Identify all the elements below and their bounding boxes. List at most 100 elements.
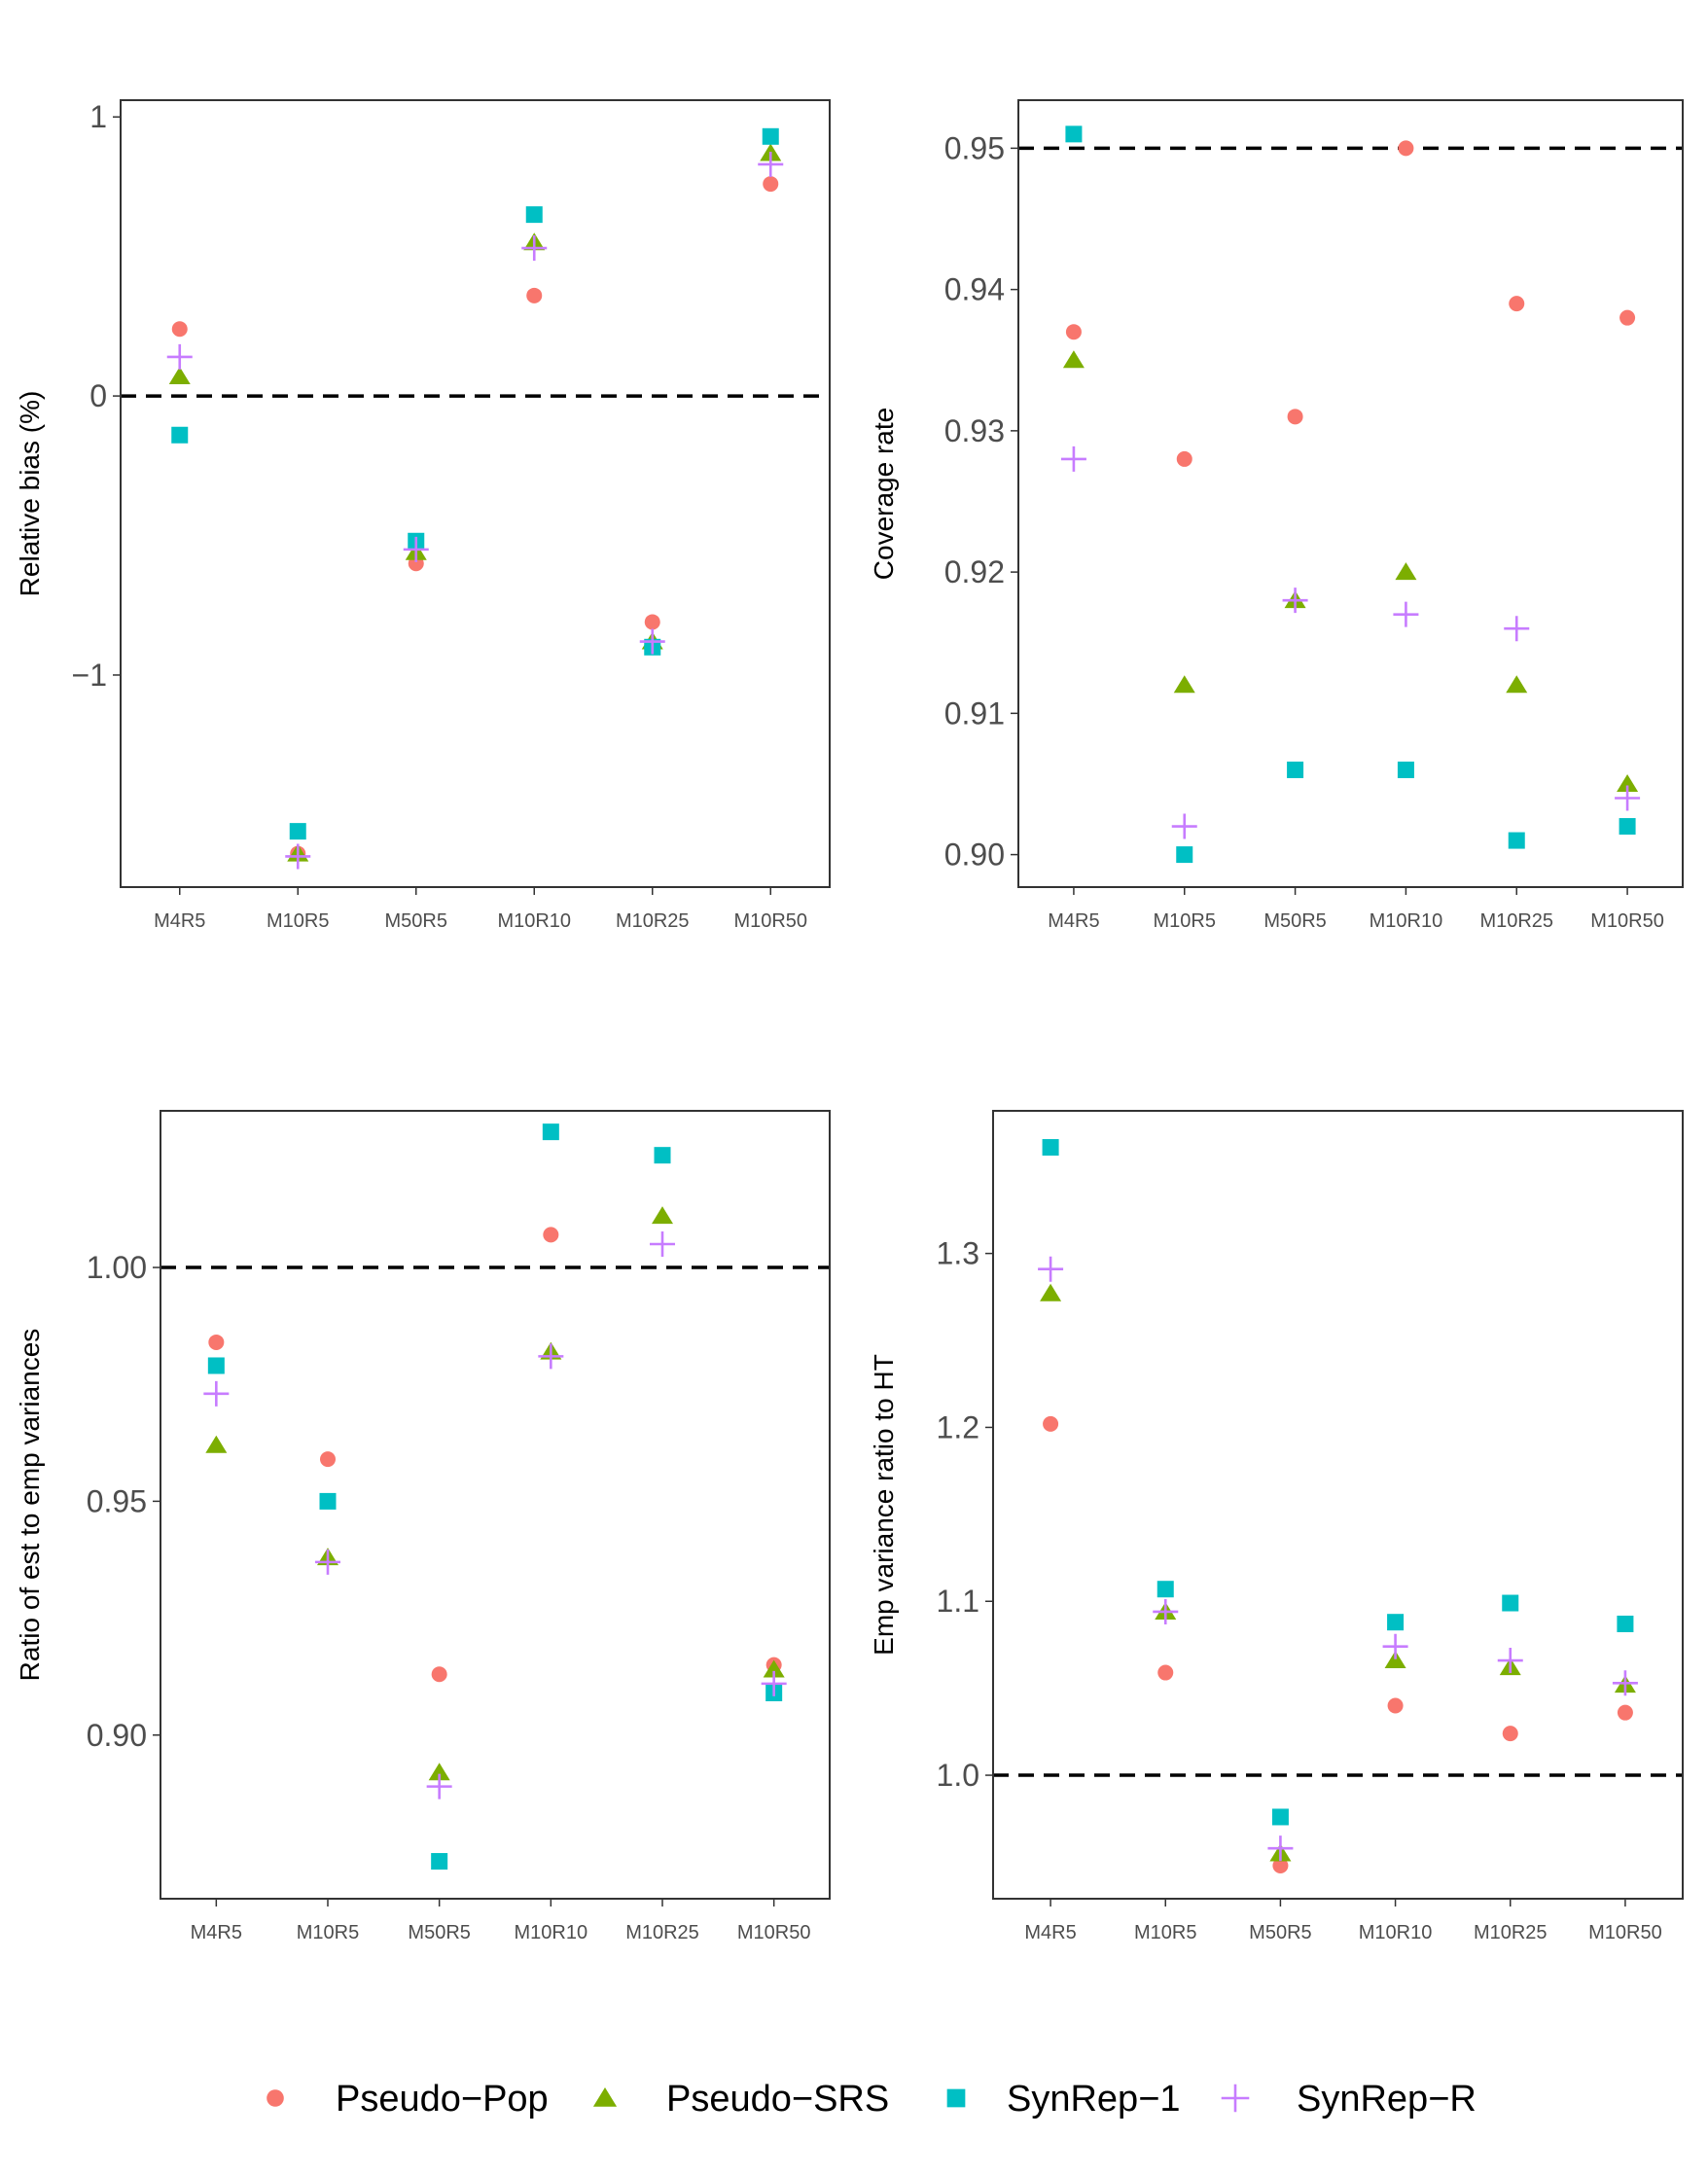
x-tick-label: M10R50 — [733, 910, 807, 932]
data-point — [431, 1666, 447, 1683]
data-point — [1398, 140, 1414, 157]
x-tick-label: M50R5 — [385, 910, 447, 932]
legend-item: SynRep−R — [1221, 2079, 1477, 2120]
legend-label: SynRep−R — [1297, 2079, 1477, 2120]
legend: Pseudo−Pop Pseudo−SRS SynRep−1 SynRep−R — [267, 2079, 1477, 2120]
panel-border — [120, 99, 831, 888]
data-point — [171, 426, 189, 444]
y-tick-label: 0 — [89, 378, 107, 413]
x-tick-label: M10R50 — [1590, 910, 1664, 932]
x-tick-label: M10R25 — [616, 910, 690, 932]
data-point — [542, 1123, 559, 1141]
data-point — [205, 1435, 228, 1453]
data-point — [1065, 125, 1083, 143]
data-point — [1502, 1594, 1519, 1612]
panel-border — [1017, 99, 1684, 888]
x-tick-label: M4R5 — [191, 1922, 242, 1943]
panel-border — [992, 1110, 1684, 1900]
x-tick-label: M4R5 — [1048, 910, 1099, 932]
data-point — [1619, 309, 1636, 326]
data-point — [761, 1670, 787, 1696]
data-point — [431, 1853, 448, 1871]
data-point — [171, 321, 188, 338]
panel-3: 0.90 0.95 1.00 M4R5 M10R5 M50R5 M10R10 M10R25 M1… — [15, 1110, 831, 1943]
x-tick-label: M10R25 — [625, 1922, 699, 1943]
data-point — [1038, 1256, 1064, 1282]
data-point — [1619, 818, 1636, 836]
data-point — [403, 536, 429, 562]
x-tick-label: M4R5 — [154, 910, 205, 932]
x-tick-label: M10R25 — [1474, 1922, 1548, 1943]
x-tick-label: M10R10 — [1370, 910, 1443, 932]
data-point — [1508, 832, 1525, 849]
data-point — [763, 1659, 785, 1678]
panel-1: 1 0 −1 M4R5 M10R5 M50R5 M10R10 M10R25 M10R50 Rela… — [15, 99, 831, 932]
x-tick-label: M10R25 — [1479, 910, 1553, 932]
y-axis-label: Emp variance ratio to HT — [869, 1354, 899, 1656]
legend-label: SynRep−1 — [1007, 2079, 1181, 2120]
y-tick-label: 0.95 — [87, 1483, 147, 1518]
legend-label: Pseudo−SRS — [666, 2079, 889, 2120]
legend-key-triangle — [592, 2087, 618, 2107]
data-point — [1615, 785, 1641, 811]
data-point — [639, 628, 665, 655]
data-point — [1617, 1704, 1633, 1721]
data-point — [1042, 1139, 1059, 1157]
y-tick-label: 1 — [89, 99, 107, 134]
data-point — [1387, 1697, 1404, 1714]
x-tick-label: M10R5 — [1154, 910, 1216, 932]
data-point — [1040, 1283, 1062, 1301]
y-tick-label: 0.90 — [944, 838, 1005, 873]
y-tick-label: 1.3 — [937, 1236, 979, 1271]
data-point — [1287, 761, 1304, 778]
x-tick-label: M50R5 — [408, 1922, 470, 1943]
y-tick-label: 1.0 — [937, 1758, 979, 1793]
data-point — [166, 343, 193, 370]
legend-label: Pseudo−Pop — [336, 2079, 549, 2120]
y-tick-label: 1.1 — [937, 1584, 979, 1619]
data-point — [320, 1451, 336, 1468]
x-tick-label: M10R50 — [1588, 1922, 1662, 1943]
y-tick-label: 0.94 — [944, 272, 1005, 307]
legend-item: Pseudo−SRS — [592, 2079, 889, 2120]
data-point — [525, 206, 543, 224]
x-tick-label: M50R5 — [1263, 910, 1326, 932]
data-point — [289, 823, 306, 840]
y-tick-label: 0.93 — [944, 413, 1005, 448]
data-point — [208, 1334, 225, 1350]
x-tick-label: M4R5 — [1024, 1922, 1076, 1943]
x-tick-label: M10R5 — [267, 910, 329, 932]
data-point — [203, 1380, 230, 1407]
x-tick-label: M50R5 — [1249, 1922, 1311, 1943]
data-point — [526, 287, 543, 303]
data-point — [1287, 409, 1303, 425]
panel-4: 1.0 1.1 1.2 1.3 M4R5 M10R5 M50R5 M10R10 M10R25 M1… — [869, 1110, 1684, 1943]
y-axis-label: Relative bias (%) — [15, 391, 45, 597]
data-point — [426, 1773, 452, 1800]
data-point — [1267, 1835, 1294, 1862]
data-point — [1157, 1664, 1174, 1681]
y-axis-label: Ratio of est to emp variances — [15, 1329, 45, 1682]
legend-item: SynRep−1 — [946, 2079, 1181, 2120]
y-tick-label: 0.90 — [87, 1718, 147, 1753]
data-point — [1173, 675, 1195, 694]
legend-item: Pseudo−Pop — [267, 2079, 549, 2120]
data-point — [428, 1763, 450, 1781]
data-point — [1065, 324, 1082, 340]
panel-2: 0.90 0.91 0.92 0.93 0.94 0.95 M4R5 M10R5 M50R5 M1… — [869, 99, 1684, 932]
data-point — [652, 1206, 673, 1225]
y-tick-label: 0.91 — [944, 695, 1005, 731]
y-axis-label: Coverage rate — [869, 408, 899, 580]
data-point — [1272, 1858, 1289, 1874]
data-point — [1043, 1415, 1059, 1432]
data-point — [1617, 773, 1639, 792]
y-tick-label: 0.95 — [944, 130, 1005, 165]
data-point — [1282, 588, 1308, 614]
data-point — [1060, 445, 1086, 472]
y-tick-label: 0.92 — [944, 554, 1005, 589]
data-point — [1393, 601, 1419, 627]
data-point — [285, 843, 311, 870]
data-point — [1171, 813, 1197, 839]
data-point — [538, 1343, 564, 1370]
x-tick-label: M10R50 — [737, 1922, 811, 1943]
